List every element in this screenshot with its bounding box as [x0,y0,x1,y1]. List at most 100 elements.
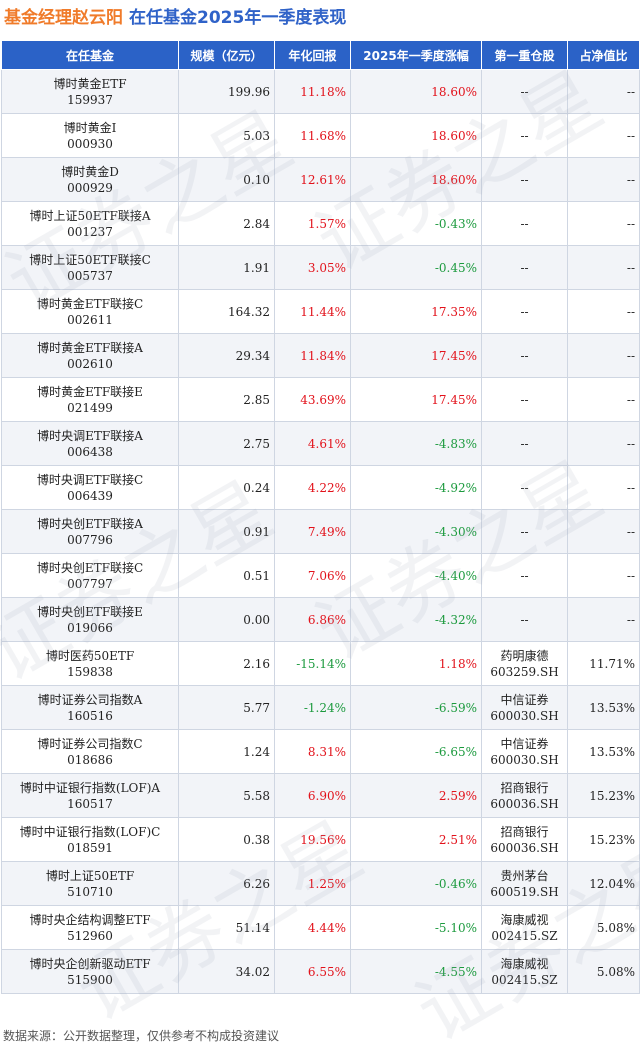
fund-name-cell: 博时上证50ETF 510710 [1,861,179,906]
top-holding-name: -- [520,172,529,187]
fund-name: 博时央企创新驱动ETF [29,956,151,971]
fund-code: 018686 [67,752,113,767]
q1-return: -6.59% [350,685,482,730]
fund-name-cell: 博时医药50ETF 159838 [1,641,179,686]
holding-ratio: -- [567,421,640,466]
top-holding-name: 中信证券 [500,736,549,751]
fund-size: 2.84 [178,201,275,246]
fund-size: 0.10 [178,157,275,202]
top-holding-cell: -- [481,465,568,510]
q1-return: 1.18% [350,641,482,686]
fund-name-cell: 博时央企创新驱动ETF 515900 [1,949,179,994]
q1-return: -4.83% [350,421,482,466]
fund-name: 博时中证银行指数(LOF)C [19,824,161,839]
fund-size: 0.24 [178,465,275,510]
fund-size: 0.38 [178,817,275,862]
fund-size: 2.16 [178,641,275,686]
annual-return: 4.22% [274,465,351,510]
top-holding-name: -- [520,436,529,451]
annual-return: 8.31% [274,729,351,774]
holding-ratio: -- [567,157,640,202]
fund-name: 博时证券公司指数C [37,736,143,751]
fund-name-cell: 博时黄金ETF 159937 [1,69,179,114]
annual-return: 11.68% [274,113,351,158]
annual-return: 4.44% [274,905,351,950]
holding-ratio: -- [567,201,640,246]
fund-code: 515900 [67,972,113,987]
table-row: 博时央创ETF联接E 019066 0.00 6.86% -4.32% -- -- [1,597,640,642]
top-holding-name: -- [520,348,529,363]
fund-name-cell: 博时中证银行指数(LOF)A 160517 [1,773,179,818]
fund-name-cell: 博时黄金D 000929 [1,157,179,202]
top-holding-name: -- [520,480,529,495]
fund-name-cell: 博时中证银行指数(LOF)C 018591 [1,817,179,862]
top-holding-cell: 招商银行 600036.SH [481,773,568,818]
holding-ratio: -- [567,69,640,114]
q1-return: -0.46% [350,861,482,906]
fund-name: 博时上证50ETF联接C [29,252,151,267]
fund-code: 510710 [67,884,113,899]
q1-return: 2.59% [350,773,482,818]
annual-return: 6.86% [274,597,351,642]
top-holding-cell: -- [481,553,568,598]
table-row: 博时上证50ETF 510710 6.26 1.25% -0.46% 贵州茅台 600519… [1,861,640,906]
fund-name: 博时央企结构调整ETF [29,912,151,927]
fund-code: 000929 [67,180,113,195]
title-subtitle: 在任基金2025年一季度表现 [129,8,347,28]
holding-ratio: 5.08% [567,905,640,950]
top-holding-cell: -- [481,157,568,202]
top-holding-cell: -- [481,69,568,114]
annual-return: 19.56% [274,817,351,862]
q1-return: 18.60% [350,69,482,114]
fund-code: 160517 [67,796,113,811]
top-holding-cell: 中信证券 600030.SH [481,729,568,774]
annual-return: 7.49% [274,509,351,554]
fund-name: 博时中证银行指数(LOF)A [19,780,161,795]
fund-name: 博时央创ETF联接C [36,560,144,575]
col-header-fund: 在任基金 [1,40,179,70]
top-holding-code: 002415.SZ [491,972,558,987]
fund-name-cell: 博时上证50ETF联接C 005737 [1,245,179,290]
fund-size: 34.02 [178,949,275,994]
table-row: 博时黄金ETF联接E 021499 2.85 43.69% 17.45% -- -- [1,377,640,422]
fund-code: 001237 [67,224,113,239]
top-holding-cell: -- [481,377,568,422]
table-row: 博时央调ETF联接A 006438 2.75 4.61% -4.83% -- -- [1,421,640,466]
top-holding-cell: 海康威视 002415.SZ [481,905,568,950]
fund-code: 005737 [67,268,113,283]
fund-name: 博时央调ETF联接A [37,428,143,443]
fund-size: 0.51 [178,553,275,598]
top-holding-code: 600036.SH [490,840,559,855]
fund-size: 1.91 [178,245,275,290]
top-holding-cell: -- [481,333,568,378]
holding-ratio: 12.04% [567,861,640,906]
fund-table: 在任基金 规模（亿元） 年化回报 2025年一季度涨幅 第一重仓股 占净值比 博… [1,40,640,994]
q1-return: -4.32% [350,597,482,642]
fund-name: 博时黄金I [63,120,117,135]
q1-return: -4.30% [350,509,482,554]
page-title: 基金经理赵云阳 在任基金2025年一季度表现 [4,3,347,28]
table-row: 博时黄金D 000929 0.10 12.61% 18.60% -- -- [1,157,640,202]
annual-return: 6.90% [274,773,351,818]
fund-size: 5.03 [178,113,275,158]
q1-return: -0.43% [350,201,482,246]
fund-name-cell: 博时央企结构调整ETF 512960 [1,905,179,950]
annual-return: 7.06% [274,553,351,598]
q1-return: 17.35% [350,289,482,334]
top-holding-name: -- [520,392,529,407]
table-row: 博时黄金ETF联接A 002610 29.34 11.84% 17.45% -- -- [1,333,640,378]
manager-title: 基金经理赵云阳 [4,8,123,28]
footer-note: 数据来源：公开数据整理，仅供参考不构成投资建议 [3,1029,280,1043]
top-holding-cell: -- [481,201,568,246]
top-holding-name: -- [520,612,529,627]
annual-return: 12.61% [274,157,351,202]
q1-return: -0.45% [350,245,482,290]
annual-return: 3.05% [274,245,351,290]
fund-size: 5.77 [178,685,275,730]
holding-ratio: 5.08% [567,949,640,994]
top-holding-cell: 中信证券 600030.SH [481,685,568,730]
fund-name: 博时医药50ETF [45,648,135,663]
fund-size: 0.00 [178,597,275,642]
fund-size: 6.26 [178,861,275,906]
holding-ratio: 15.23% [567,773,640,818]
